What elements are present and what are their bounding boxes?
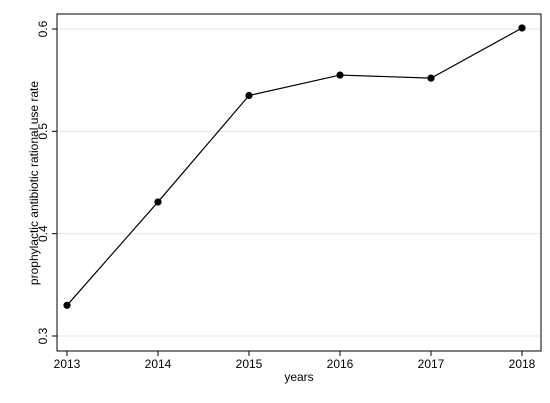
y-axis-label: prophylactic antibiotic rational use rat… [27, 81, 41, 285]
y-tick-label: 0.5 [36, 123, 50, 140]
series-line [66, 27, 523, 306]
data-point [245, 91, 253, 100]
x-tick-label: 2014 [145, 357, 172, 371]
plot-frame [56, 13, 542, 352]
x-axis-label: years [284, 370, 313, 384]
data-point [154, 198, 162, 206]
x-tick-label: 2017 [418, 357, 445, 371]
data-point [427, 74, 435, 82]
y-tick-label: 0.4 [36, 225, 50, 242]
grid-lines [57, 28, 541, 337]
data-point [63, 301, 71, 309]
x-tick-label: 2013 [54, 357, 81, 371]
y-tick-label: 0.6 [36, 20, 50, 37]
x-tick-label: 2016 [327, 357, 354, 371]
x-tick-label: 2015 [236, 357, 263, 371]
data-point [336, 71, 344, 79]
x-tick-label: 2018 [509, 357, 536, 371]
data-point [518, 24, 526, 32]
y-tick-label: 0.3 [36, 327, 50, 344]
series-layer [63, 24, 526, 309]
axis-ticks: 0.3 0.4 0.5 0.6 2013 2014 2015 2016 2017 2018 [36, 20, 536, 371]
